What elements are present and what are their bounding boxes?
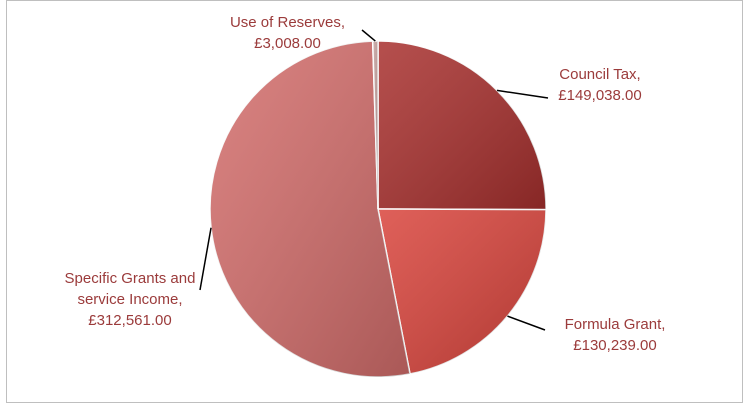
value-label: £149,038.00 xyxy=(558,87,642,104)
data-label: Specific Grants and service Income, £312,… xyxy=(55,268,205,331)
data-label: Council Tax, £149,038.00 xyxy=(540,64,660,106)
leader-line xyxy=(361,29,376,42)
slice-shade xyxy=(378,41,547,210)
value-label: £130,239.00 xyxy=(573,337,657,354)
leader-line xyxy=(199,227,212,291)
slice-shade xyxy=(372,41,378,209)
leader-line xyxy=(507,315,546,331)
leader-line xyxy=(496,89,549,99)
value-label: £3,008.00 xyxy=(254,35,321,52)
category-label: Council Tax, xyxy=(559,66,641,83)
category-label: Use of Reserves, xyxy=(229,14,346,31)
data-label: Use of Reserves, £3,008.00 xyxy=(215,12,360,54)
slice-shade xyxy=(210,41,411,378)
category-label: Formula Grant, xyxy=(564,316,666,333)
category-label: Specific Grants and service Income, xyxy=(64,270,196,308)
value-label: £312,561.00 xyxy=(88,312,172,329)
data-label: Formula Grant, £130,239.00 xyxy=(545,314,685,356)
slice-shade xyxy=(378,209,546,374)
